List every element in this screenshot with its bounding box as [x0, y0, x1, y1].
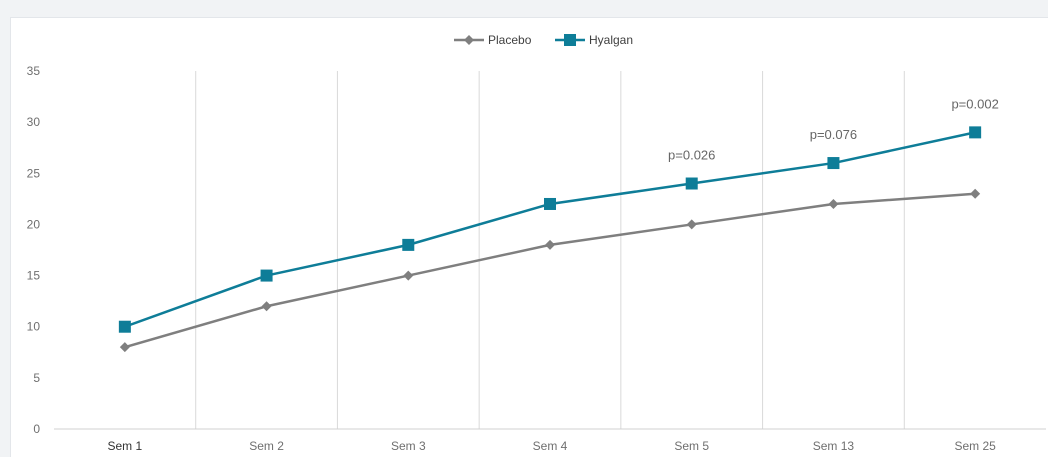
legend-label-hyalgan: Hyalgan — [589, 33, 633, 47]
p-value-annotation: p=0.002 — [951, 96, 998, 111]
y-tick-label: 0 — [33, 422, 40, 436]
y-tick-label: 15 — [27, 269, 41, 283]
x-tick-label: Sem 5 — [674, 439, 709, 453]
data-point-hyalgan — [402, 238, 415, 251]
series-line-hyalgan — [124, 131, 976, 328]
legend-label-placebo: Placebo — [488, 33, 532, 47]
y-tick-label: 25 — [27, 166, 41, 180]
x-tick-label: Sem 3 — [391, 439, 426, 453]
data-point-hyalgan — [827, 157, 840, 170]
data-point-placebo — [403, 270, 414, 281]
y-tick-label: 35 — [27, 64, 41, 78]
legend-marker-hyalgan — [564, 34, 576, 46]
data-point-hyalgan — [969, 126, 982, 139]
series-line-placebo — [124, 192, 976, 349]
x-tick-label: Sem 1 — [108, 439, 143, 453]
data-point-hyalgan — [260, 269, 273, 282]
x-tick-label: Sem 4 — [533, 439, 568, 453]
data-point-hyalgan — [685, 177, 698, 190]
data-point-placebo — [828, 198, 839, 209]
data-point-placebo — [686, 219, 697, 230]
y-tick-label: 5 — [33, 371, 40, 385]
data-point-placebo — [970, 188, 981, 199]
y-tick-label: 30 — [27, 115, 41, 129]
data-point-placebo — [119, 342, 130, 353]
data-point-hyalgan — [118, 320, 131, 333]
y-tick-label: 20 — [27, 217, 41, 231]
x-tick-label: Sem 13 — [813, 439, 855, 453]
data-point-placebo — [545, 239, 555, 250]
data-point-hyalgan — [544, 197, 556, 210]
p-value-annotation: p=0.026 — [668, 148, 715, 163]
data-point-placebo — [261, 301, 272, 312]
y-tick-label: 10 — [27, 320, 41, 334]
legend-marker-placebo — [464, 35, 474, 45]
p-value-annotation: p=0.076 — [810, 127, 857, 142]
x-tick-label: Sem 2 — [249, 439, 284, 453]
chart-panel — [10, 17, 1048, 457]
x-tick-label: Sem 25 — [954, 439, 996, 453]
